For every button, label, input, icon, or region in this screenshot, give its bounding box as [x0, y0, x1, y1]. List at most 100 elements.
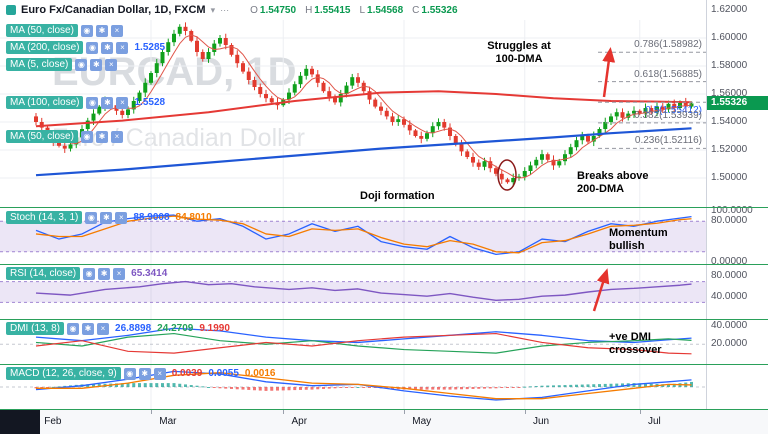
pane-separator[interactable]	[0, 207, 768, 208]
settings-button[interactable]: ✱	[95, 24, 108, 37]
month-label: May	[412, 416, 432, 427]
breaks-above-200dma[interactable]: Breaks above 200-DMA	[577, 170, 649, 195]
ohlc-o: O 1.54750	[250, 5, 296, 16]
ma-legend-label[interactable]: MA (200, close)	[6, 41, 84, 54]
price-axis-label: 1.60000	[711, 32, 748, 43]
fib-level-label[interactable]: 0.618(1.56885)	[634, 68, 702, 80]
settings-button[interactable]: ✱	[101, 96, 114, 109]
remove-button[interactable]: ×	[116, 41, 129, 54]
ohlc-readout: O 1.54750 H 1.55415 L 1.54568 C 1.55326	[250, 5, 457, 16]
price-axis-label: 1.56000	[711, 88, 748, 99]
dmi-crossover[interactable]: +ve DMI crossover	[609, 331, 662, 356]
eye-button[interactable]: ◉	[86, 96, 99, 109]
dmi-legend-value: 26.8898	[115, 323, 152, 334]
ohlc-label: H	[305, 4, 313, 16]
stoch-legend-value: 84.8010	[175, 212, 212, 223]
remove-button[interactable]: ×	[97, 322, 110, 335]
ma-legend-label[interactable]: MA (100, close)	[6, 96, 84, 109]
eye-button[interactable]: ◉	[67, 322, 80, 335]
eye-button[interactable]: ◉	[80, 130, 93, 143]
dmi-legend-row: DMI (13, 8) ◉ ✱ × 26.8898 24.2709 9.1990	[6, 322, 230, 335]
price-axis[interactable]: 1.62000 1.60000 1.58000 1.56000 1.54000 1.520…	[706, 0, 768, 410]
remove-button[interactable]: ×	[113, 267, 126, 280]
fib-level-label[interactable]: 0.236(1.52116)	[634, 135, 702, 147]
dmi-legend-value: 24.2709	[157, 323, 194, 334]
ohlc-value: 1.55415	[314, 4, 351, 16]
remove-button[interactable]: ×	[105, 58, 118, 71]
rsi-legend-row: RSI (14, close) ◉ ✱ × 65.3414	[6, 267, 167, 280]
ma-legend-value: 1.5285	[134, 42, 166, 53]
ma-legend-row: MA (5, close) ◉ ✱ ×	[6, 58, 118, 71]
macd-legend-label[interactable]: MACD (12, 26, close, 9)	[6, 367, 121, 380]
ohlc-value: 1.55326	[421, 4, 458, 16]
rsi-legend-label[interactable]: RSI (14, close)	[6, 267, 81, 280]
stoch-legend-label[interactable]: Stoch (14, 3, 1)	[6, 211, 83, 224]
month-label: Apr	[291, 416, 308, 427]
rsi-axis-label: 40.0000	[711, 291, 748, 303]
pane-separator[interactable]	[0, 409, 768, 410]
ohlc-l: L 1.54568	[359, 5, 403, 16]
pane-separator[interactable]	[0, 264, 768, 265]
settings-button[interactable]: ✱	[95, 130, 108, 143]
ohlc-label: C	[412, 4, 420, 16]
stoch-axis-label: 80.0000	[711, 215, 748, 227]
remove-button[interactable]: ×	[153, 367, 166, 380]
price-axis-label: 1.50000	[711, 172, 748, 183]
macd-legend-value: 0.0016	[244, 368, 276, 379]
month-label: Jun	[533, 416, 550, 427]
ohlc-h: H 1.55415	[305, 5, 350, 16]
settings-button[interactable]: ✱	[90, 58, 103, 71]
chevron-down-icon[interactable]: ▾	[210, 5, 216, 15]
remove-button[interactable]: ×	[110, 130, 123, 143]
time-tick	[524, 410, 526, 414]
price-axis-label: 1.58000	[711, 60, 748, 71]
settings-button[interactable]: ✱	[98, 267, 111, 280]
momentum-bullish[interactable]: Momentum bullish	[609, 227, 668, 252]
chart-canvas[interactable]	[0, 0, 768, 410]
macd-legend-value: 0.0039	[171, 368, 203, 379]
stoch-legend-row: Stoch (14, 3, 1) ◉ ✱ × 88.9008 84.8010	[6, 211, 212, 224]
eye-button[interactable]: ◉	[123, 367, 136, 380]
eye-button[interactable]: ◉	[80, 24, 93, 37]
last-price-tag: 1.55326	[707, 96, 768, 111]
eye-button[interactable]: ◉	[86, 41, 99, 54]
ma-legend-label[interactable]: MA (50, close)	[6, 130, 78, 143]
remove-button[interactable]: ×	[110, 24, 123, 37]
dmi-legend-value: 9.1990	[199, 323, 230, 334]
settings-button[interactable]: ✱	[138, 367, 151, 380]
ma-legend-label[interactable]: MA (5, close)	[6, 58, 73, 71]
stoch-axis-label: 100.0000	[711, 205, 753, 216]
price-axis-label: 1.54000	[711, 116, 748, 127]
stoch-axis-label: 0.00000	[711, 256, 748, 267]
eye-button[interactable]: ◉	[75, 58, 88, 71]
dmi-legend-label[interactable]: DMI (13, 8)	[6, 322, 65, 335]
time-axis[interactable]: Feb Mar Apr May Jun Jul	[0, 410, 768, 434]
ma-legend-label[interactable]: MA (50, close)	[6, 24, 78, 37]
platform-logo[interactable]	[0, 410, 40, 434]
month-label: Feb	[44, 416, 62, 427]
doji-formation[interactable]: Doji formation	[360, 190, 435, 202]
ma-legend-row: MA (200, close) ◉ ✱ × 1.5285	[6, 41, 165, 54]
settings-button[interactable]: ✱	[101, 41, 114, 54]
eye-button[interactable]: ◉	[83, 267, 96, 280]
ohlc-c: C 1.55326	[412, 5, 457, 16]
time-tick	[283, 410, 285, 414]
remove-button[interactable]: ×	[116, 96, 129, 109]
more-options-icon[interactable]: ⋯	[220, 5, 230, 15]
ma-legend-value: 1.5528	[134, 97, 166, 108]
fib-level-label[interactable]: 0.382(1.53939)	[634, 109, 702, 121]
fib-level-label[interactable]: 0.786(1.58982)	[634, 39, 702, 51]
remove-button[interactable]: ×	[115, 211, 128, 224]
ma-legend-row: MA (100, close) ◉ ✱ × 1.5528	[6, 96, 165, 109]
month-label: Jul	[648, 416, 661, 427]
ohlc-value: 1.54750	[259, 4, 297, 16]
pane-separator[interactable]	[0, 364, 768, 365]
settings-button[interactable]: ✱	[100, 211, 113, 224]
struggles-at-100dma[interactable]: Struggles at 100-DMA	[487, 40, 551, 65]
settings-button[interactable]: ✱	[82, 322, 95, 335]
eye-button[interactable]: ◉	[85, 211, 98, 224]
ma-legend-row: MA (50, close) ◉ ✱ ×	[6, 24, 123, 37]
pane-separator[interactable]	[0, 319, 768, 320]
fib-level-label[interactable]: 0.5(1.55412)	[645, 105, 702, 117]
